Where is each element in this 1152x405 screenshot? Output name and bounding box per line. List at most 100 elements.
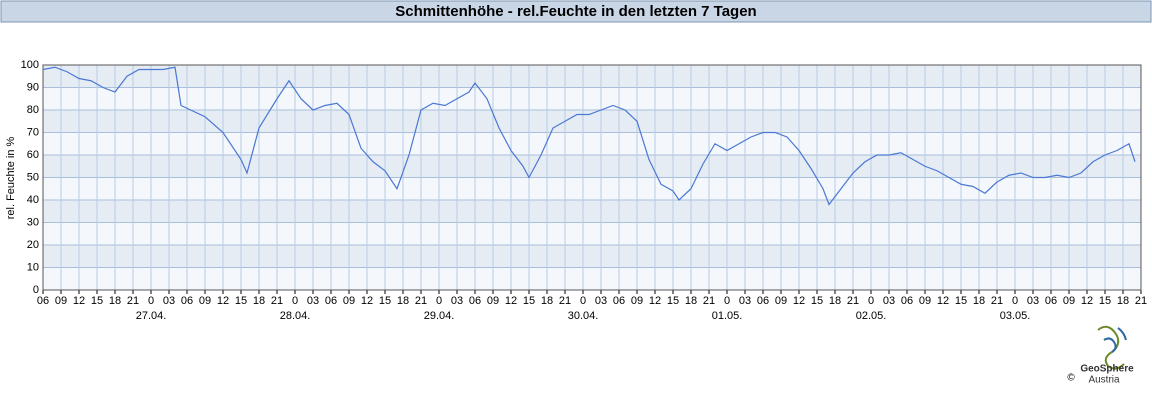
x-tick-label: 12 [649, 295, 661, 307]
x-tick-label: 09 [631, 295, 643, 307]
x-tick-label: 06 [469, 295, 481, 307]
x-tick-label: 18 [397, 295, 409, 307]
data-line [42, 66, 1136, 206]
x-tick-label: 15 [1099, 295, 1111, 307]
y-axis-label: rel. Feuchte in % [5, 137, 17, 220]
x-tick-label: 18 [829, 295, 841, 307]
x-tick-label: 18 [541, 295, 553, 307]
x-tick-label: 09 [343, 295, 355, 307]
x-tick-label: 15 [667, 295, 679, 307]
y-tick-label: 0 [33, 284, 39, 296]
chart-title: Schmittenhöhe - rel.Feuchte in den letzt… [395, 3, 756, 20]
day-label: 01.05. [712, 310, 743, 322]
x-tick-label: 15 [523, 295, 535, 307]
x-tick-label: 12 [217, 295, 229, 307]
day-label: 03.05. [1000, 310, 1031, 322]
x-tick-label: 0 [724, 295, 730, 307]
x-tick-label: 09 [919, 295, 931, 307]
x-tick-label: 15 [955, 295, 967, 307]
x-tick-label: 21 [415, 295, 427, 307]
x-tick-label: 21 [703, 295, 715, 307]
x-tick-label: 09 [487, 295, 499, 307]
x-tick-label: 03 [163, 295, 175, 307]
y-tick-label: 20 [27, 239, 39, 251]
y-tick-label: 80 [27, 104, 39, 116]
x-tick-label: 18 [973, 295, 985, 307]
x-tick-label: 06 [181, 295, 193, 307]
day-label: 29.04. [424, 310, 455, 322]
y-tick-label: 70 [27, 126, 39, 138]
x-tick-label: 09 [1063, 295, 1075, 307]
x-tick-label: 0 [1012, 295, 1018, 307]
grid-band [43, 132, 1141, 155]
x-tick-label: 21 [127, 295, 139, 307]
x-tick-label: 0 [580, 295, 586, 307]
x-tick-label: 21 [847, 295, 859, 307]
day-label: 30.04. [568, 310, 599, 322]
x-tick-label: 03 [451, 295, 463, 307]
grid-band [43, 110, 1141, 133]
x-tick-label: 21 [271, 295, 283, 307]
x-tick-label: 12 [505, 295, 517, 307]
x-tick-label: 12 [73, 295, 85, 307]
logo-name: GeoSphere [1080, 364, 1134, 375]
x-tick-label: 03 [883, 295, 895, 307]
x-tick-label: 06 [325, 295, 337, 307]
x-tick-label: 0 [148, 295, 154, 307]
day-label: 28.04. [280, 310, 311, 322]
y-tick-label: 50 [27, 171, 39, 183]
plot-frame [42, 64, 1142, 291]
grid-band [43, 222, 1141, 245]
day-label: 27.04. [136, 310, 167, 322]
x-tick-label: 06 [757, 295, 769, 307]
grid-band [43, 245, 1141, 268]
x-tick-label: 18 [253, 295, 265, 307]
x-tick-label: 0 [868, 295, 874, 307]
x-tick-label: 21 [991, 295, 1003, 307]
x-tick-label: 12 [937, 295, 949, 307]
grid-band [43, 155, 1141, 178]
x-tick-label: 06 [1045, 295, 1057, 307]
x-tick-label: 03 [739, 295, 751, 307]
x-tick-label: 03 [307, 295, 319, 307]
y-tick-label: 60 [27, 149, 39, 161]
x-tick-label: 0 [436, 295, 442, 307]
logo-sub: Austria [1088, 375, 1120, 386]
x-tick-label: 12 [1081, 295, 1093, 307]
grid-band [43, 177, 1141, 200]
x-tick-label: 06 [37, 295, 49, 307]
logo-icon [1097, 325, 1127, 370]
grid-band [43, 267, 1141, 290]
x-tick-label: 09 [775, 295, 787, 307]
grid-band [43, 200, 1141, 223]
x-tick-label: 15 [379, 295, 391, 307]
x-tick-label: 21 [1135, 295, 1147, 307]
title-bar [0, 0, 1152, 23]
x-tick-label: 15 [811, 295, 823, 307]
x-tick-label: 15 [235, 295, 247, 307]
x-tick-label: 18 [685, 295, 697, 307]
x-tick-label: 21 [559, 295, 571, 307]
y-tick-label: 40 [27, 194, 39, 206]
y-tick-label: 100 [21, 59, 39, 71]
x-tick-label: 06 [901, 295, 913, 307]
grid-band [43, 65, 1141, 88]
x-tick-label: 03 [1027, 295, 1039, 307]
x-tick-label: 09 [55, 295, 67, 307]
x-tick-label: 15 [91, 295, 103, 307]
x-tick-label: 09 [199, 295, 211, 307]
x-tick-label: 12 [793, 295, 805, 307]
copyright: © [1067, 373, 1075, 384]
x-tick-label: 18 [109, 295, 121, 307]
x-tick-label: 12 [361, 295, 373, 307]
day-label: 02.05. [856, 310, 887, 322]
x-tick-label: 03 [595, 295, 607, 307]
x-tick-label: 18 [1117, 295, 1129, 307]
y-tick-label: 30 [27, 216, 39, 228]
x-tick-label: 0 [292, 295, 298, 307]
y-tick-label: 90 [27, 81, 39, 93]
y-tick-label: 10 [27, 261, 39, 273]
grid-band [43, 87, 1141, 110]
x-tick-label: 06 [613, 295, 625, 307]
